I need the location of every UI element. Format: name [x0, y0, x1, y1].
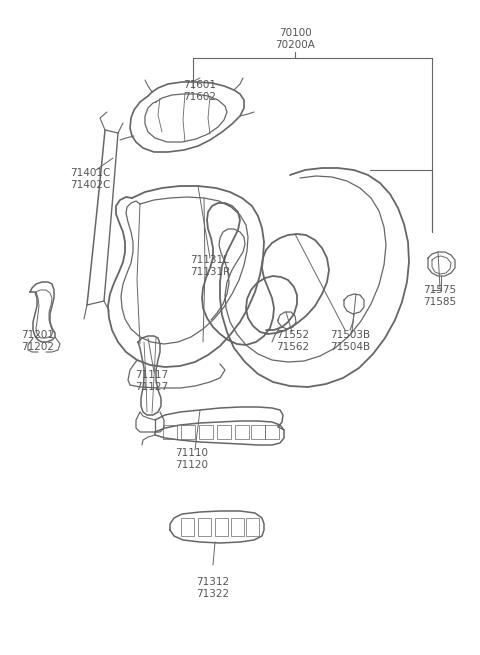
Text: 70100
70200A: 70100 70200A — [275, 28, 315, 50]
Bar — [163, 425, 177, 439]
Bar — [246, 518, 259, 536]
Bar — [251, 425, 265, 439]
Text: 71117
71127: 71117 71127 — [135, 370, 168, 392]
Text: 71110
71120: 71110 71120 — [176, 448, 208, 470]
Bar — [198, 518, 211, 536]
Text: 71201
71202: 71201 71202 — [22, 330, 55, 352]
Text: 71575
71585: 71575 71585 — [423, 285, 456, 307]
Bar — [235, 425, 249, 439]
Bar — [181, 425, 195, 439]
Text: 71312
71322: 71312 71322 — [196, 577, 229, 599]
Bar — [181, 518, 194, 536]
Text: 71401C
71402C: 71401C 71402C — [70, 168, 110, 191]
Text: 71601
71602: 71601 71602 — [183, 80, 216, 102]
Bar — [265, 425, 279, 439]
Bar — [231, 518, 244, 536]
Text: 71131L
71131R: 71131L 71131R — [190, 255, 230, 278]
Bar — [215, 518, 228, 536]
Text: 71503B
71504B: 71503B 71504B — [330, 330, 370, 352]
Text: 71552
71562: 71552 71562 — [276, 330, 310, 352]
Bar — [217, 425, 231, 439]
Bar — [199, 425, 213, 439]
